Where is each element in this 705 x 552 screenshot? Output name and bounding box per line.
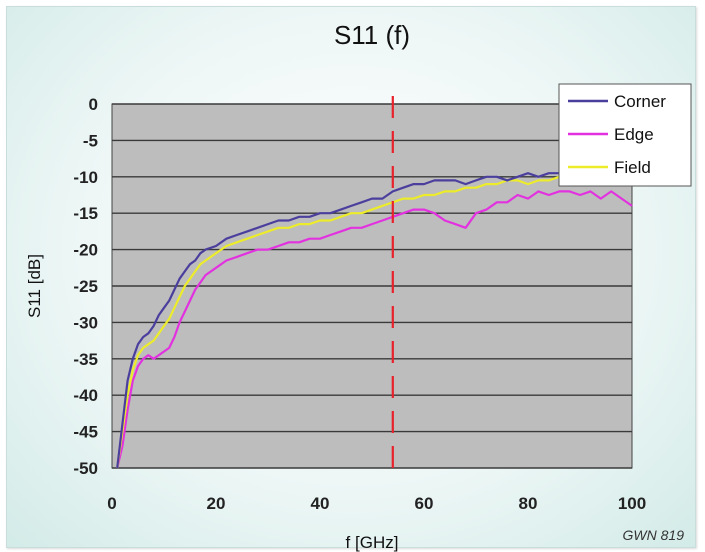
y-axis-ticks: 0 -5 -10 -15 -20 -25 -30 -35 -40 -45 -50 [73,95,98,478]
x-tick-label: 80 [519,494,538,513]
y-tick-label: 0 [89,95,98,114]
x-tick-label: 0 [107,494,116,513]
x-tick-label: 40 [311,494,330,513]
x-tick-label: 60 [415,494,434,513]
y-tick-label: -15 [73,204,98,223]
series-line-edge [116,190,633,469]
series-layer [116,172,633,469]
legend-label-edge: Edge [614,125,654,144]
y-tick-label: -35 [73,350,98,369]
y-axis-label: S11 [dB] [25,254,44,318]
legend-label-corner: Corner [614,92,666,111]
credit-label: GWN 819 [623,527,685,543]
y-tick-label: -25 [73,277,98,296]
x-tick-label: 20 [207,494,226,513]
series-line-corner [116,172,570,469]
y-tick-label: -45 [73,423,98,442]
x-axis-label: f [GHz] [346,533,399,552]
y-tick-label: -50 [73,459,98,478]
y-tick-label: -5 [83,131,98,150]
x-tick-label: 100 [618,494,646,513]
chart-title: S11 (f) [334,20,410,50]
legend-label-field: Field [614,158,651,177]
series-line-field [116,175,570,469]
legend: Corner Edge Field [558,83,692,187]
y-tick-label: -20 [73,241,98,260]
x-axis-ticks: 0 20 40 60 80 100 [107,494,646,513]
y-tick-label: -10 [73,168,98,187]
legend-items: Corner Edge Field [568,92,666,177]
y-tick-label: -30 [73,313,98,332]
y-tick-label: -40 [73,386,98,405]
